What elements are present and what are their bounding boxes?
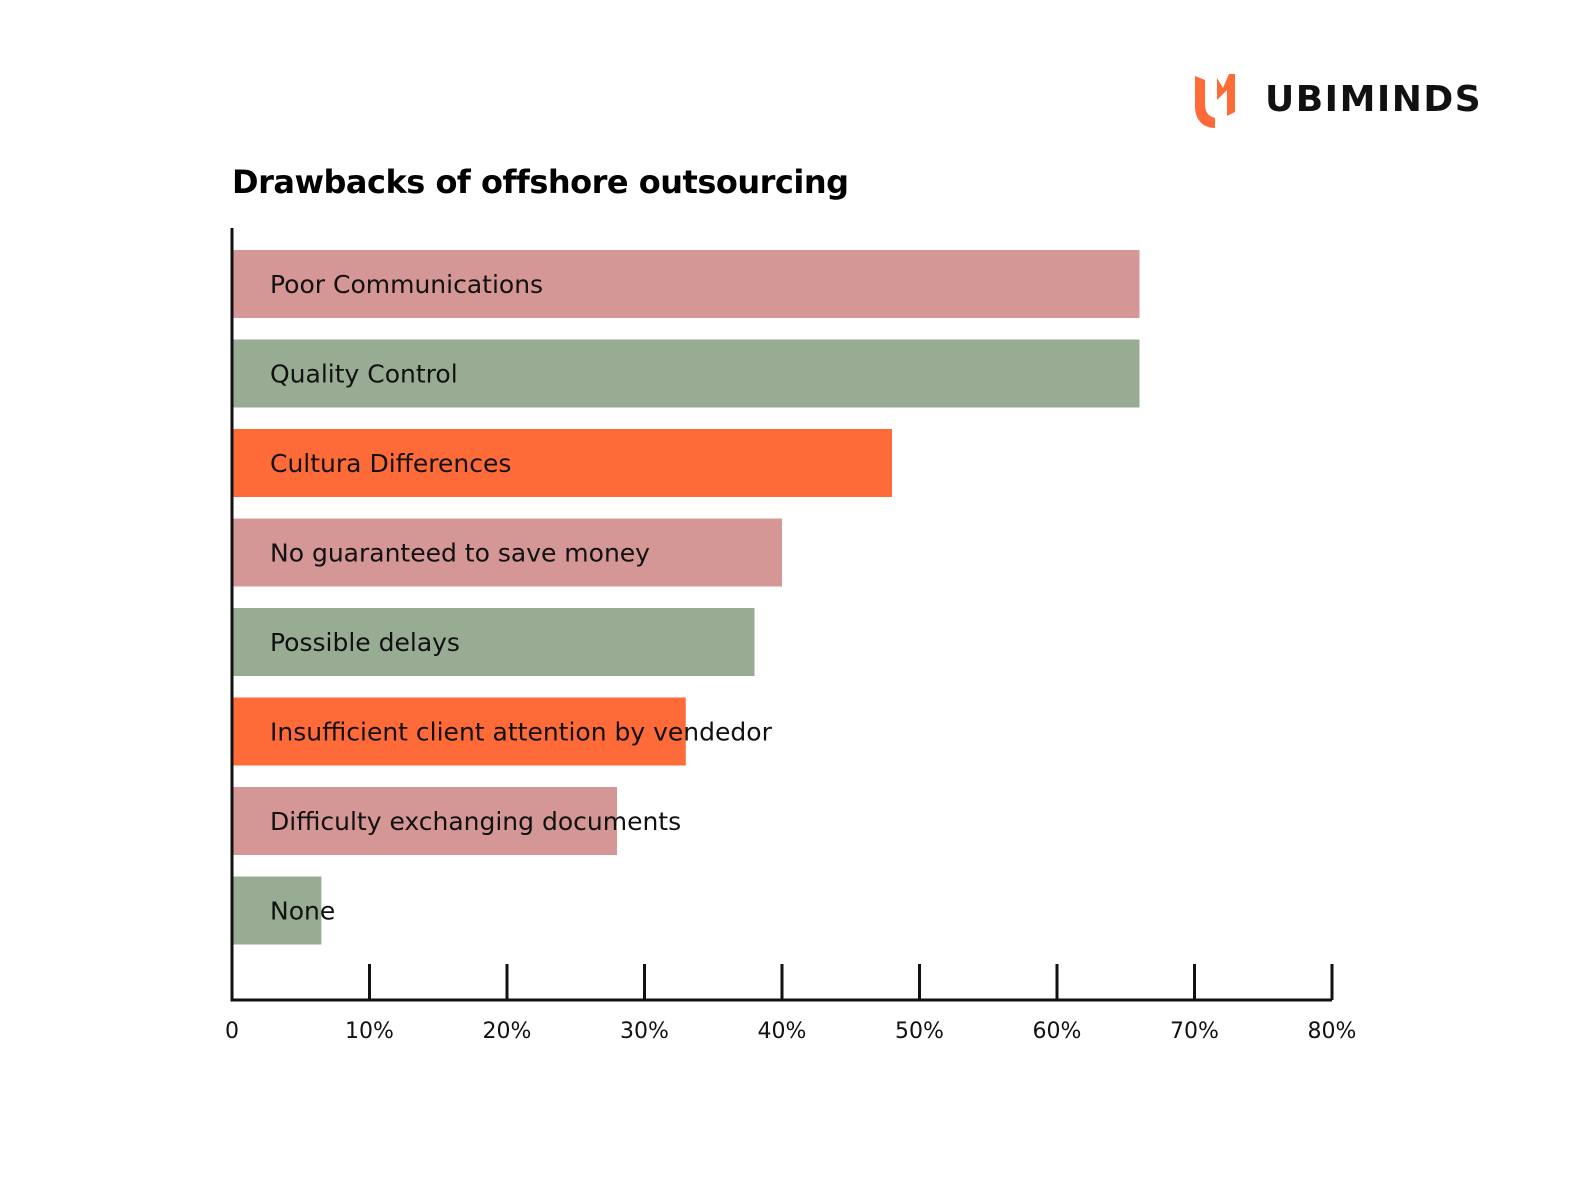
x-tick-label: 20% (483, 1019, 532, 1044)
x-tick-label: 50% (895, 1019, 944, 1044)
bar-label: Cultura Differences (270, 449, 511, 478)
bar-poor-communications (232, 250, 1140, 318)
axis-layer: 0 10% 20% 30% 40% 50% 60% 70% 80% (225, 228, 1356, 1044)
bars-layer (232, 250, 1140, 945)
x-tick-label: 70% (1170, 1019, 1219, 1044)
bar-label: No guaranteed to save money (270, 539, 650, 568)
bar-label: Insufficient client attention by vendedo… (270, 718, 773, 747)
x-tick-label: 80% (1308, 1019, 1357, 1044)
bar-label: Quality Control (270, 360, 458, 389)
chart-title: Drawbacks of offshore outsourcing (232, 163, 849, 201)
bar-possible-delays (232, 608, 755, 676)
brand-name: UBIMINDS (1265, 79, 1483, 120)
bar-label: Possible delays (270, 628, 460, 657)
bar-no-guaranteed-to-save-money (232, 518, 782, 587)
ubiminds-logo-icon (1195, 74, 1235, 128)
x-tick-label: 40% (758, 1019, 807, 1044)
x-tick-label: 30% (620, 1019, 669, 1044)
bar-label: Difficulty exchanging documents (270, 807, 681, 836)
bar-insufficient-client-attention-by-vendedor (232, 697, 686, 766)
bar-cultura-differences (232, 429, 892, 497)
x-tick-label: 10% (345, 1019, 394, 1044)
bar-none (232, 876, 322, 945)
bar-labels-layer: Poor Communications Quality Control Cultur… (270, 270, 773, 926)
bar-label: None (270, 897, 335, 926)
x-tick-label: 0 (225, 1019, 239, 1044)
bar-label: Poor Communications (270, 270, 543, 299)
bar-quality-control (232, 339, 1140, 408)
bar-difficulty-exchanging-documents (232, 787, 617, 855)
x-tick-label: 60% (1033, 1019, 1082, 1044)
